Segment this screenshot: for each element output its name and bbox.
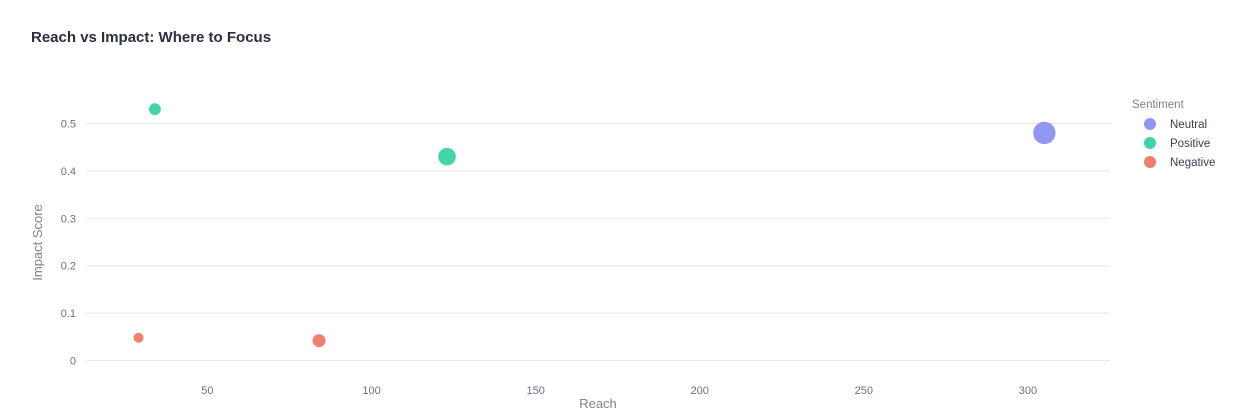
legend-label-positive[interactable]: Positive <box>1170 138 1210 150</box>
data-point-negative[interactable] <box>312 334 326 348</box>
y-tick-label: 0.4 <box>61 166 76 178</box>
chart-title: Reach vs Impact: Where to Focus <box>31 29 272 46</box>
data-points <box>133 103 1056 348</box>
y-tick-label: 0.2 <box>61 261 76 273</box>
legend-label-negative[interactable]: Negative <box>1170 157 1215 169</box>
data-point-positive[interactable] <box>438 147 456 166</box>
gridlines <box>86 122 1110 362</box>
y-axis-title: Impact Score <box>30 204 45 281</box>
y-tick-label: 0 <box>70 356 76 368</box>
x-axis-ticks: 50 100 150 200 250 300 <box>201 385 1037 397</box>
legend-marker-neutral <box>1144 118 1156 130</box>
x-tick-label: 300 <box>1019 385 1037 397</box>
x-tick-label: 150 <box>526 385 544 397</box>
legend-marker-negative <box>1144 156 1156 168</box>
legend-title: Sentiment <box>1132 99 1185 111</box>
legend-marker-positive <box>1144 137 1156 149</box>
x-tick-label: 200 <box>691 385 709 397</box>
x-tick-label: 100 <box>362 385 380 397</box>
data-point-negative[interactable] <box>133 332 144 343</box>
legend: Sentiment Neutral Positive Negative <box>1132 99 1215 169</box>
y-axis-ticks: 0 0.1 0.2 0.3 0.4 0.5 <box>61 118 76 367</box>
x-tick-label: 250 <box>855 385 873 397</box>
y-tick-label: 0.3 <box>61 213 76 225</box>
x-tick-label: 50 <box>201 385 213 397</box>
data-point-neutral[interactable] <box>1033 121 1056 145</box>
y-tick-label: 0.5 <box>61 118 76 130</box>
y-tick-label: 0.1 <box>61 308 76 320</box>
data-point-positive[interactable] <box>149 103 161 116</box>
x-axis-title: Reach <box>579 396 617 411</box>
legend-label-neutral[interactable]: Neutral <box>1170 119 1207 131</box>
